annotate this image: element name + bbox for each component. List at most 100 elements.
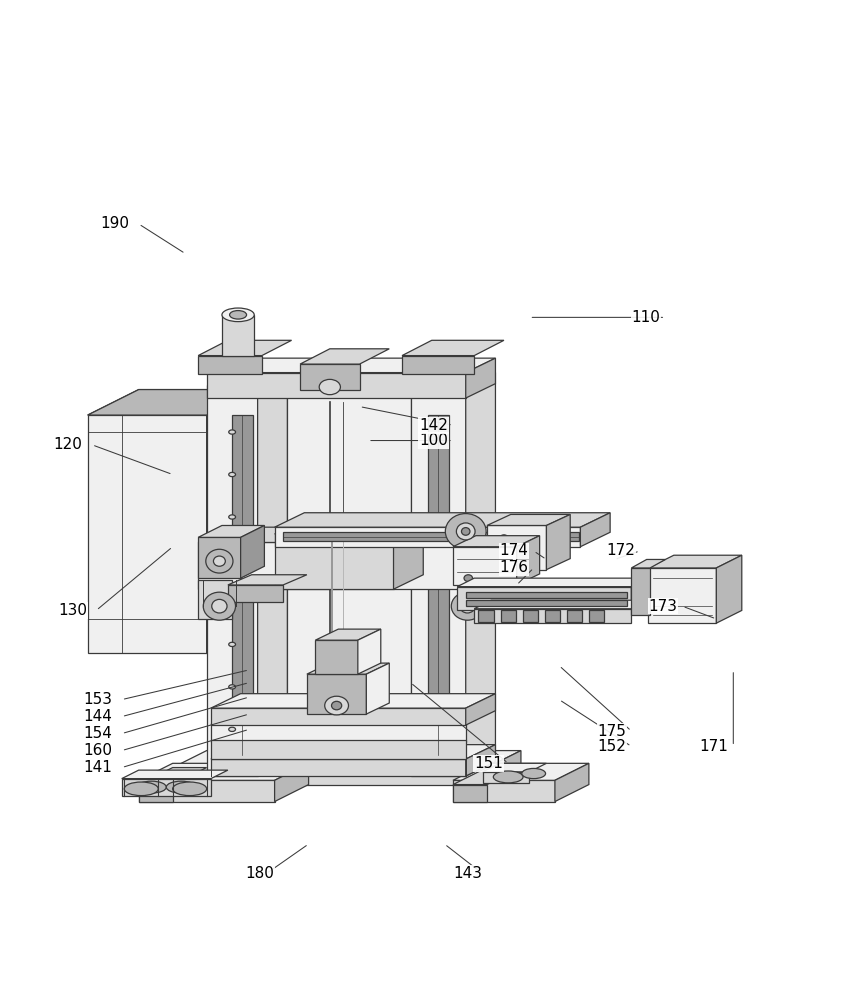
Polygon shape [516,536,540,585]
Polygon shape [410,385,466,776]
Text: 180: 180 [245,866,274,881]
Polygon shape [358,629,380,674]
Ellipse shape [222,308,254,322]
Polygon shape [139,763,309,780]
Polygon shape [716,555,742,623]
Text: 141: 141 [84,760,112,775]
Polygon shape [522,610,538,622]
Polygon shape [475,600,648,609]
Polygon shape [307,663,389,674]
Ellipse shape [229,472,235,477]
Polygon shape [453,768,521,785]
Polygon shape [466,745,495,776]
Ellipse shape [229,515,235,519]
Ellipse shape [499,535,508,542]
Polygon shape [466,694,495,725]
Ellipse shape [124,782,158,796]
Text: 171: 171 [699,739,728,754]
Polygon shape [631,578,648,610]
Polygon shape [240,525,264,578]
Polygon shape [88,415,207,653]
Polygon shape [479,610,493,622]
Polygon shape [648,568,716,623]
Text: 152: 152 [598,739,626,754]
Polygon shape [88,390,257,415]
Polygon shape [274,513,610,527]
Text: 160: 160 [84,743,113,758]
Text: 144: 144 [84,709,112,724]
Ellipse shape [137,781,166,793]
Polygon shape [453,780,555,802]
Polygon shape [487,751,521,785]
Text: 176: 176 [499,560,528,575]
Polygon shape [466,373,495,776]
Ellipse shape [457,523,475,540]
Text: 175: 175 [598,724,626,739]
Polygon shape [139,785,173,802]
Polygon shape [487,514,570,525]
Polygon shape [274,527,581,547]
Ellipse shape [206,549,233,573]
Text: 110: 110 [631,310,660,325]
Polygon shape [198,525,264,537]
Polygon shape [287,385,410,762]
Polygon shape [198,356,262,374]
Ellipse shape [230,311,246,319]
Text: 120: 120 [54,437,83,452]
Polygon shape [211,745,495,759]
Polygon shape [211,694,495,708]
Polygon shape [581,513,610,547]
Polygon shape [228,575,307,585]
Text: 190: 190 [101,216,129,231]
Polygon shape [457,587,631,610]
Ellipse shape [493,771,523,783]
Polygon shape [134,774,203,782]
Ellipse shape [214,556,226,566]
Text: 130: 130 [58,603,87,618]
Ellipse shape [499,552,508,559]
Bar [222,315,254,356]
Polygon shape [567,610,582,622]
Polygon shape [466,527,495,589]
Ellipse shape [464,575,473,582]
Ellipse shape [229,600,235,604]
Polygon shape [631,559,665,568]
Polygon shape [393,519,423,589]
Ellipse shape [173,782,207,796]
Polygon shape [402,340,504,356]
Text: 174: 174 [499,543,528,558]
Text: 173: 173 [648,599,677,614]
Polygon shape [589,610,604,622]
Ellipse shape [529,552,538,559]
Polygon shape [466,358,495,398]
Polygon shape [283,532,579,541]
Polygon shape [211,740,466,759]
Polygon shape [631,568,650,615]
Polygon shape [555,763,589,802]
Polygon shape [173,768,487,785]
Polygon shape [315,640,358,674]
Polygon shape [207,390,257,653]
Ellipse shape [451,592,484,620]
Polygon shape [173,751,521,768]
Text: 142: 142 [419,418,448,433]
Polygon shape [274,763,309,802]
Polygon shape [207,385,257,776]
Text: 100: 100 [419,433,448,448]
Polygon shape [466,592,627,598]
Polygon shape [121,779,211,796]
Polygon shape [121,770,228,779]
Polygon shape [139,780,274,802]
Ellipse shape [229,557,235,562]
Text: 143: 143 [453,866,482,881]
Polygon shape [228,585,283,602]
Ellipse shape [332,701,342,710]
Polygon shape [139,768,207,785]
Polygon shape [500,610,516,622]
Polygon shape [315,629,380,640]
Polygon shape [257,373,287,776]
Polygon shape [134,782,186,793]
Ellipse shape [462,528,470,535]
Polygon shape [211,759,466,776]
Polygon shape [546,514,570,570]
